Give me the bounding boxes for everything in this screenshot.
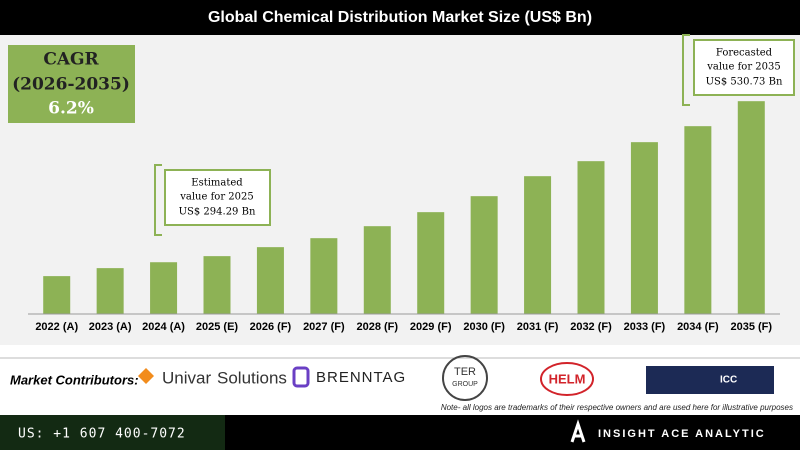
cagr-box: [8, 45, 135, 123]
bar: [310, 238, 338, 314]
bar: [96, 268, 124, 314]
callout-text: US$ 294.29 Bn: [179, 207, 256, 218]
x-tick-label: 2023 (A): [89, 321, 132, 333]
logo-icon: [442, 355, 488, 401]
cagr-value: 6.2%: [48, 99, 94, 119]
callout-box: [693, 39, 795, 96]
x-tick-label: 2025 (E): [196, 321, 239, 333]
bar: [577, 161, 605, 314]
bar: [737, 101, 765, 314]
bar: [203, 256, 231, 314]
x-tick-label: 2031 (F): [517, 321, 559, 333]
callout-text: value for 2025: [179, 192, 253, 203]
x-tick-label: 2035 (F): [730, 321, 772, 333]
logo-icon: [292, 366, 310, 388]
bar: [43, 276, 71, 314]
x-tick-label: 2026 (F): [250, 321, 292, 333]
contributors-label: Market Contributors:: [10, 372, 139, 387]
bar: [150, 262, 178, 314]
callout-text: value for 2035: [706, 62, 780, 73]
logo: ICC: [720, 375, 737, 386]
x-tick-label: 2032 (F): [570, 321, 612, 333]
logo-icon: [138, 368, 154, 384]
bar: [470, 196, 498, 314]
bar: [256, 247, 284, 314]
x-tick-label: 2030 (F): [463, 321, 505, 333]
logo: GROUP: [452, 381, 478, 388]
x-tick-label: 2029 (F): [410, 321, 452, 333]
footer-phone: US: +1 607 400-7072: [18, 427, 186, 442]
footer-brand: INSIGHT ACE ANALYTIC: [598, 428, 766, 440]
x-tick-label: 2022 (A): [35, 321, 78, 333]
logo: Solutions: [217, 368, 287, 387]
callout-box: [164, 169, 271, 226]
cagr-period: (2026-2035): [12, 75, 130, 95]
bar: [630, 142, 658, 314]
logo: Univar: [162, 368, 211, 387]
callout-bracket: [154, 164, 162, 236]
logo: BRENNTAG: [316, 369, 406, 386]
title-bar: [0, 0, 800, 35]
logo: TER: [454, 366, 476, 378]
footer-logo: [570, 419, 586, 443]
logo-icon: [646, 366, 774, 394]
x-tick-label: 2028 (F): [356, 321, 398, 333]
logo-icon: [540, 362, 594, 396]
x-tick-label: 2024 (A): [142, 321, 185, 333]
callout-text: US$ 530.73 Bn: [706, 77, 783, 88]
callout-bracket: [682, 34, 690, 106]
x-tick-label: 2027 (F): [303, 321, 345, 333]
bar: [524, 176, 552, 314]
x-tick-label: 2034 (F): [677, 321, 719, 333]
cagr-label: CAGR: [43, 50, 99, 70]
x-tick-label: 2033 (F): [624, 321, 666, 333]
bar: [684, 126, 712, 314]
callout-text: Estimated: [191, 178, 243, 189]
chart-title: Global Chemical Distribution Market Size…: [208, 9, 592, 26]
bar: [363, 226, 391, 314]
callout-text: Forecasted: [716, 48, 773, 59]
footer-phone-box: [0, 415, 225, 450]
bar: [417, 212, 445, 314]
logo: HELM: [549, 371, 586, 386]
note: Note- all logos are trademarks of their …: [441, 403, 793, 412]
